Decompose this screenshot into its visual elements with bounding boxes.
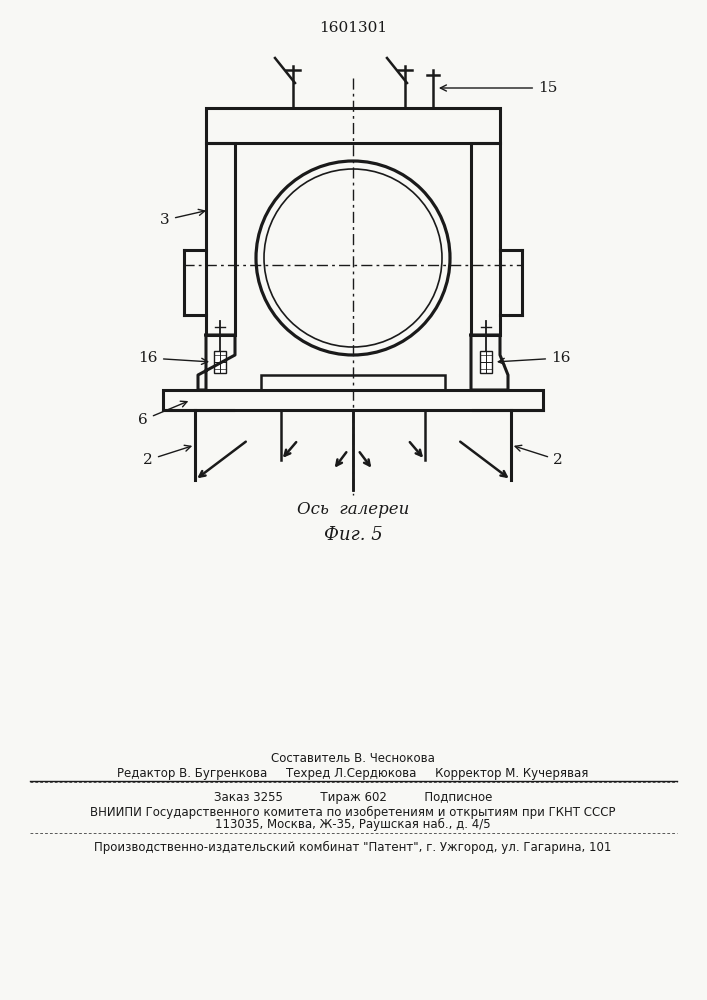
Text: 2: 2 — [515, 445, 563, 467]
Text: Составитель В. Чеснокова: Составитель В. Чеснокова — [271, 752, 435, 764]
Text: 113035, Москва, Ж-35, Раушская наб., д. 4/5: 113035, Москва, Ж-35, Раушская наб., д. … — [215, 817, 491, 831]
Text: Ось  галереи: Ось галереи — [297, 502, 409, 518]
Text: 15: 15 — [440, 81, 557, 95]
Text: 6: 6 — [139, 401, 187, 427]
Text: Производственно-издательский комбинат "Патент", г. Ужгород, ул. Гагарина, 101: Производственно-издательский комбинат "П… — [94, 840, 612, 854]
Bar — [261, 375, 445, 390]
Text: 3: 3 — [160, 209, 205, 227]
Bar — [471, 143, 500, 335]
Bar — [480, 351, 492, 373]
Text: Фиг. 5: Фиг. 5 — [324, 526, 382, 544]
Bar — [214, 351, 226, 373]
Text: Редактор В. Бугренкова     Техред Л.Сердюкова     Корректор М. Кучерявая: Редактор В. Бугренкова Техред Л.Сердюков… — [117, 766, 589, 780]
Text: 2: 2 — [144, 445, 191, 467]
Text: 1601301: 1601301 — [319, 21, 387, 35]
Text: 16: 16 — [498, 351, 571, 365]
Bar — [163, 390, 543, 410]
Text: ВНИИПИ Государственного комитета по изобретениям и открытиям при ГКНТ СССР: ВНИИПИ Государственного комитета по изоб… — [90, 805, 616, 819]
Bar — [206, 143, 235, 335]
Text: 16: 16 — [139, 351, 208, 365]
Text: Заказ 3255          Тираж 602          Подписное: Заказ 3255 Тираж 602 Подписное — [214, 790, 492, 804]
Bar — [206, 108, 500, 143]
